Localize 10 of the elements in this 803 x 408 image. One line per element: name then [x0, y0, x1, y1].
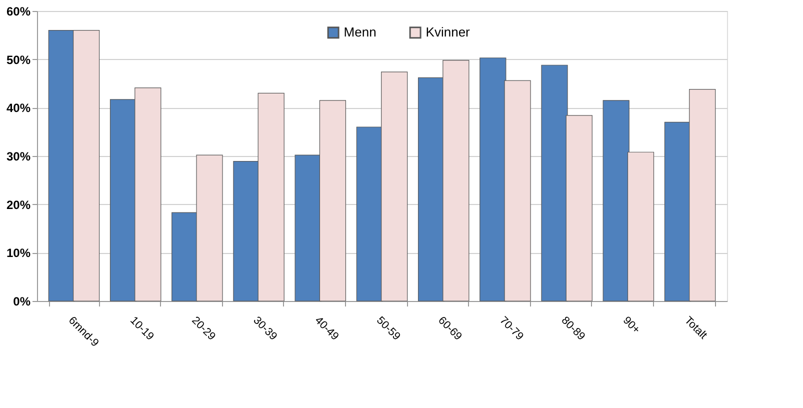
x-tick-label: 90+: [620, 314, 642, 336]
y-tick-label: 20%: [6, 198, 31, 212]
y-tick-label: 10%: [6, 246, 31, 260]
y-tick-label: 30%: [6, 150, 31, 164]
y-tick-label: 40%: [6, 101, 31, 116]
legend-label: Kvinner: [426, 24, 471, 40]
y-tick-label: 50%: [6, 52, 31, 67]
y-tick-label: 60%: [6, 4, 31, 18]
y-tick-label: 0%: [13, 294, 31, 308]
legend-label: Menn: [344, 24, 376, 40]
